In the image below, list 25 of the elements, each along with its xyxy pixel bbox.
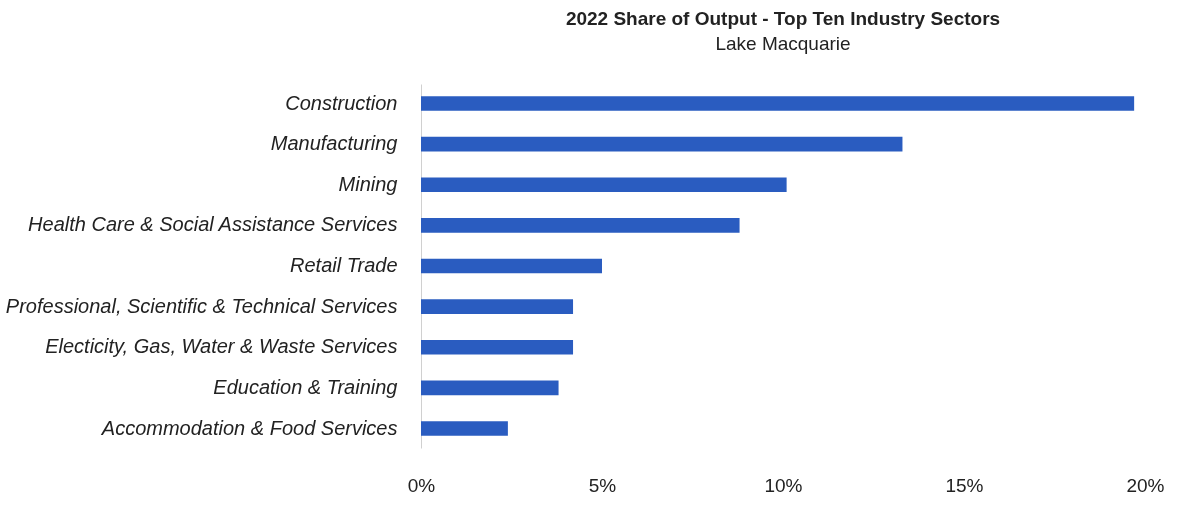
y-tick-label: Education & Training [213,375,398,398]
x-tick-label: 20% [1126,474,1165,496]
y-tick-label: Construction [285,91,398,114]
x-tick-label: 5% [588,474,617,496]
y-tick-label: Manufacturing [270,132,398,155]
bar [421,96,1135,111]
x-tick-label: 15% [945,474,984,496]
y-tick-label: Professional, Scientific & Technical Services [5,294,398,317]
bar [421,258,602,274]
x-tick-label: 0% [407,474,436,496]
bar [421,380,559,396]
chart-title: 2022 Share of Output - Top Ten Industry Sectors [565,8,1001,29]
y-tick-label: Health Care & Social Assistance Services [28,213,398,236]
y-tick-label: Accommodation & Food Services [100,416,398,439]
bar [421,299,574,314]
bar [421,421,508,436]
bar [421,339,574,355]
bar [421,177,787,193]
bar [421,218,740,233]
x-tick-label: 10% [764,474,803,496]
y-tick-label: Retail Trade [290,254,398,276]
y-tick-label: Electicity, Gas, Water & Waste Services [45,335,398,358]
y-tick-label: Mining [338,172,398,195]
chart-subtitle: Lake Macquarie [715,33,851,54]
bar [421,136,903,152]
